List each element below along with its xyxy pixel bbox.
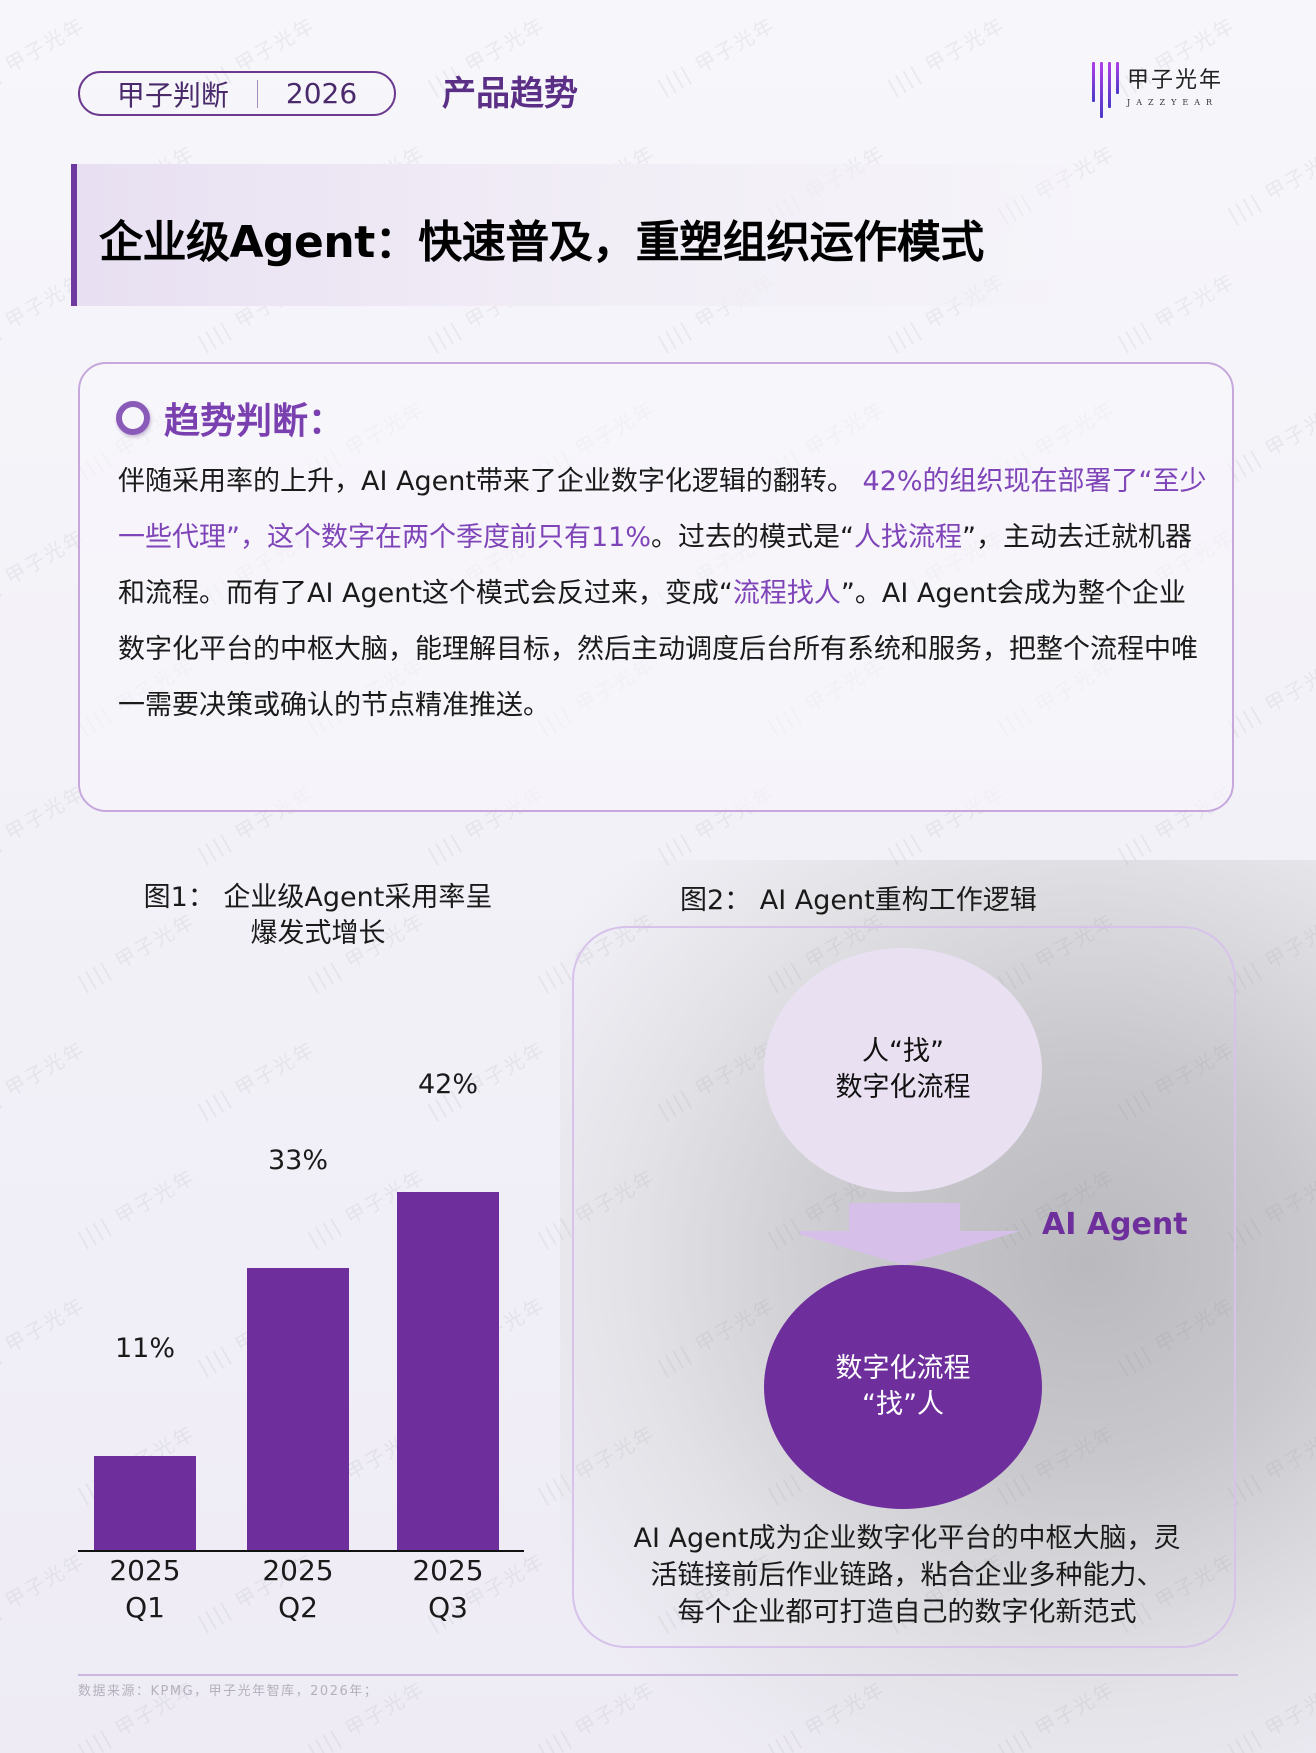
x-tick-line: 2025 (412, 1554, 484, 1587)
watermark-logo: |||| 甲子光年 (993, 1676, 1120, 1753)
bar (94, 1456, 196, 1550)
x-tick-label: 2025 Q1 (85, 1552, 205, 1626)
watermark-logo: |||| 甲子光年 (1223, 652, 1316, 740)
x-axis-line (78, 1550, 524, 1552)
section-title: 产品趋势 (442, 74, 578, 114)
watermark-logo: |||| 甲子光年 (0, 780, 90, 868)
node-label: “找”人 (862, 1389, 944, 1420)
headline-banner: 企业级Agent：快速普及，重塑组织运作模式 (71, 164, 1071, 306)
watermark-logo: |||| 甲子光年 (0, 1548, 90, 1636)
watermark-logo: |||| 甲子光年 (0, 1036, 90, 1124)
tag-label: 甲子判断 (116, 78, 229, 112)
bar (397, 1192, 499, 1550)
watermark-logo: |||| 甲子光年 (763, 1676, 890, 1753)
bar-value-label: 42% (417, 1069, 478, 1100)
figure2-title: 图2： AI Agent重构工作逻辑 (680, 885, 1037, 916)
watermark-logo: |||| 甲子光年 (533, 1676, 660, 1753)
trend-header: 趋势判断： (116, 392, 344, 444)
description-line: 活链接前后作业链路，粘合企业多种能力、 (650, 1560, 1164, 1591)
x-tick-line: 2025 (109, 1554, 181, 1587)
bar (247, 1268, 349, 1550)
adoption-bar-chart: 11% 2025 Q1 33% 2025 Q2 42% 2025 Q3 (78, 1020, 524, 1624)
brand-logo: 甲子光年 JAZZYEAR (1092, 62, 1223, 118)
x-tick-line: Q3 (428, 1591, 468, 1624)
tag-divider (256, 79, 258, 108)
trend-highlight: 42%的组织现在部署了“至少一些代理”，这个数字在两个季度前只有11% (118, 466, 1207, 553)
watermark-logo: |||| 甲子光年 (1223, 1676, 1316, 1753)
trend-text: ”，主动去迁就机器和流程。而有了AI Agent这个模式会反过来，变成“ (118, 522, 1192, 609)
figure2-description: AI Agent成为企业数字化平台的中枢大脑，灵 活链接前后作业链路，粘合企业多… (594, 1520, 1220, 1631)
watermark-logo: |||| 甲子光年 (1223, 396, 1316, 484)
data-source: 数据来源：KPMG，甲子光年智库，2026年； (78, 1684, 379, 1699)
watermark-logo: |||| 甲子光年 (0, 12, 90, 100)
x-tick-line: Q2 (278, 1591, 318, 1624)
figure1-title-line1: 图1： 企业级Agent采用率呈 (143, 882, 493, 913)
people-find-process-node: 人“找” 数字化流程 (764, 948, 1042, 1192)
down-arrow-icon (800, 1203, 1020, 1265)
bar-value-label: 33% (267, 1145, 328, 1176)
figure1-title: 图1： 企业级Agent采用率呈 爆发式增长 (108, 880, 528, 952)
watermark-logo: |||| 甲子光年 (653, 12, 780, 100)
arrow-label: AI Agent (1042, 1207, 1188, 1242)
figure1-title-line2: 爆发式增长 (250, 918, 386, 949)
bar-value-label: 11% (114, 1333, 175, 1364)
report-tag: 甲子判断 2026 (78, 71, 396, 116)
x-tick-line: 2025 (262, 1554, 334, 1587)
trend-text: 伴随采用率的上升，AI Agent带来了企业数字化逻辑的翻转。 (118, 466, 863, 497)
x-tick-line: Q1 (125, 1591, 165, 1624)
node-label: 数字化流程 (835, 1072, 971, 1103)
figure2-frame (572, 926, 1236, 1648)
watermark-logo: |||| 甲子光年 (1223, 140, 1316, 228)
ring-bullet-icon (116, 401, 150, 435)
tag-year: 2026 (285, 77, 358, 110)
page-title: 企业级Agent：快速普及，重塑组织运作模式 (99, 217, 984, 268)
trend-paragraph: 伴随采用率的上升，AI Agent带来了企业数字化逻辑的翻转。 42%的组织现在… (118, 454, 1208, 734)
watermark-logo: |||| 甲子光年 (0, 524, 90, 612)
trend-label: 趋势判断： (164, 401, 345, 442)
x-tick-label: 2025 Q3 (388, 1552, 508, 1626)
x-tick-label: 2025 Q2 (238, 1552, 358, 1626)
trend-highlight: 人找流程 (854, 522, 962, 553)
footer-divider (78, 1674, 1238, 1676)
trend-text: ”。AI Agent会成为整个企业数字化平台的中枢大脑，能理解目标，然后主动调度… (118, 578, 1198, 721)
watermark-logo: |||| 甲子光年 (883, 12, 1010, 100)
trend-highlight: 流程找人 (732, 578, 841, 609)
logo-bars-icon (1092, 62, 1119, 118)
trend-text: 。过去的模式是“ (651, 522, 854, 553)
logo-name-en: JAZZYEAR (1127, 98, 1219, 107)
node-label: 人“找” (862, 1036, 944, 1067)
watermark-logo: |||| 甲子光年 (1113, 268, 1240, 356)
logo-name-cn: 甲子光年 (1127, 68, 1224, 93)
trend-box: 趋势判断： 伴随采用率的上升，AI Agent带来了企业数字化逻辑的翻转。 42… (78, 362, 1234, 812)
description-line: 每个企业都可打造自己的数字化新范式 (677, 1597, 1137, 1628)
watermark-logo: |||| 甲子光年 (0, 1292, 90, 1380)
process-find-people-node: 数字化流程 “找”人 (764, 1265, 1042, 1509)
node-label: 数字化流程 (835, 1353, 971, 1384)
description-line: AI Agent成为企业数字化平台的中枢大脑，灵 (633, 1523, 1181, 1554)
